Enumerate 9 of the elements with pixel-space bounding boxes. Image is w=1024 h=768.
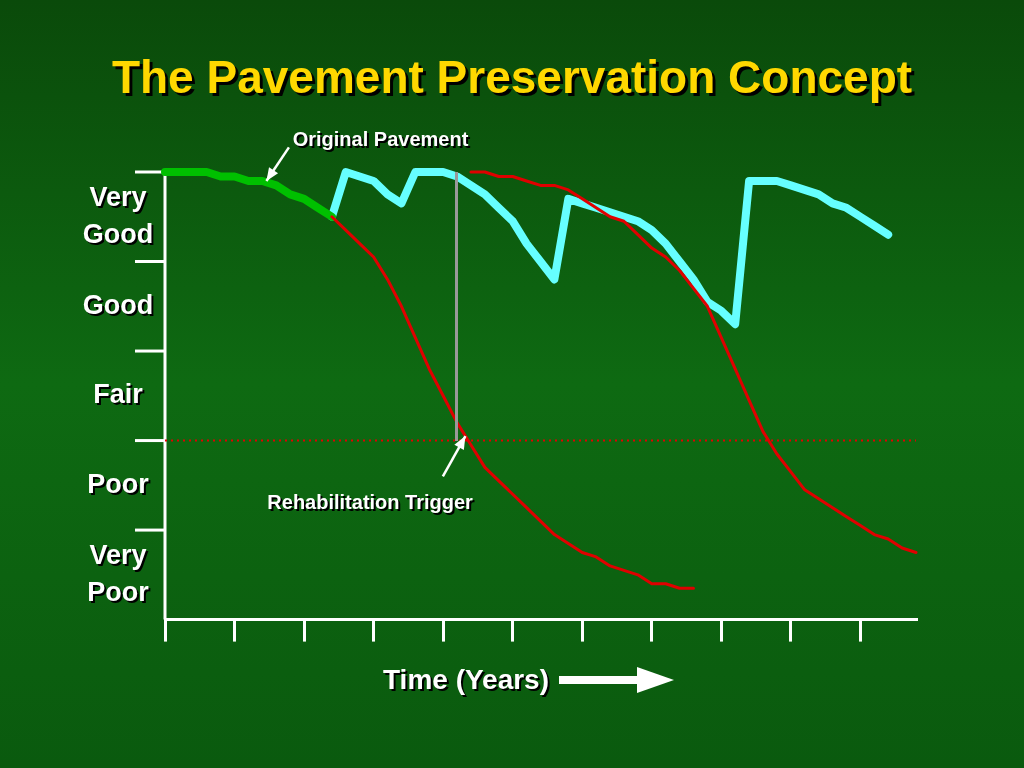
text: Original Pavement (292, 128, 469, 151)
text: Fair (95, 381, 146, 412)
chart-title: The Pavement Preservation Concept (110, 50, 914, 104)
annotation: Rehabilitation Trigger (269, 492, 476, 515)
x-axis-title: Time (Years) (383, 664, 550, 696)
text: Very Poor (89, 539, 152, 609)
text: Very Good (84, 181, 156, 251)
text: Good (82, 289, 154, 320)
text: Poor (89, 470, 152, 501)
